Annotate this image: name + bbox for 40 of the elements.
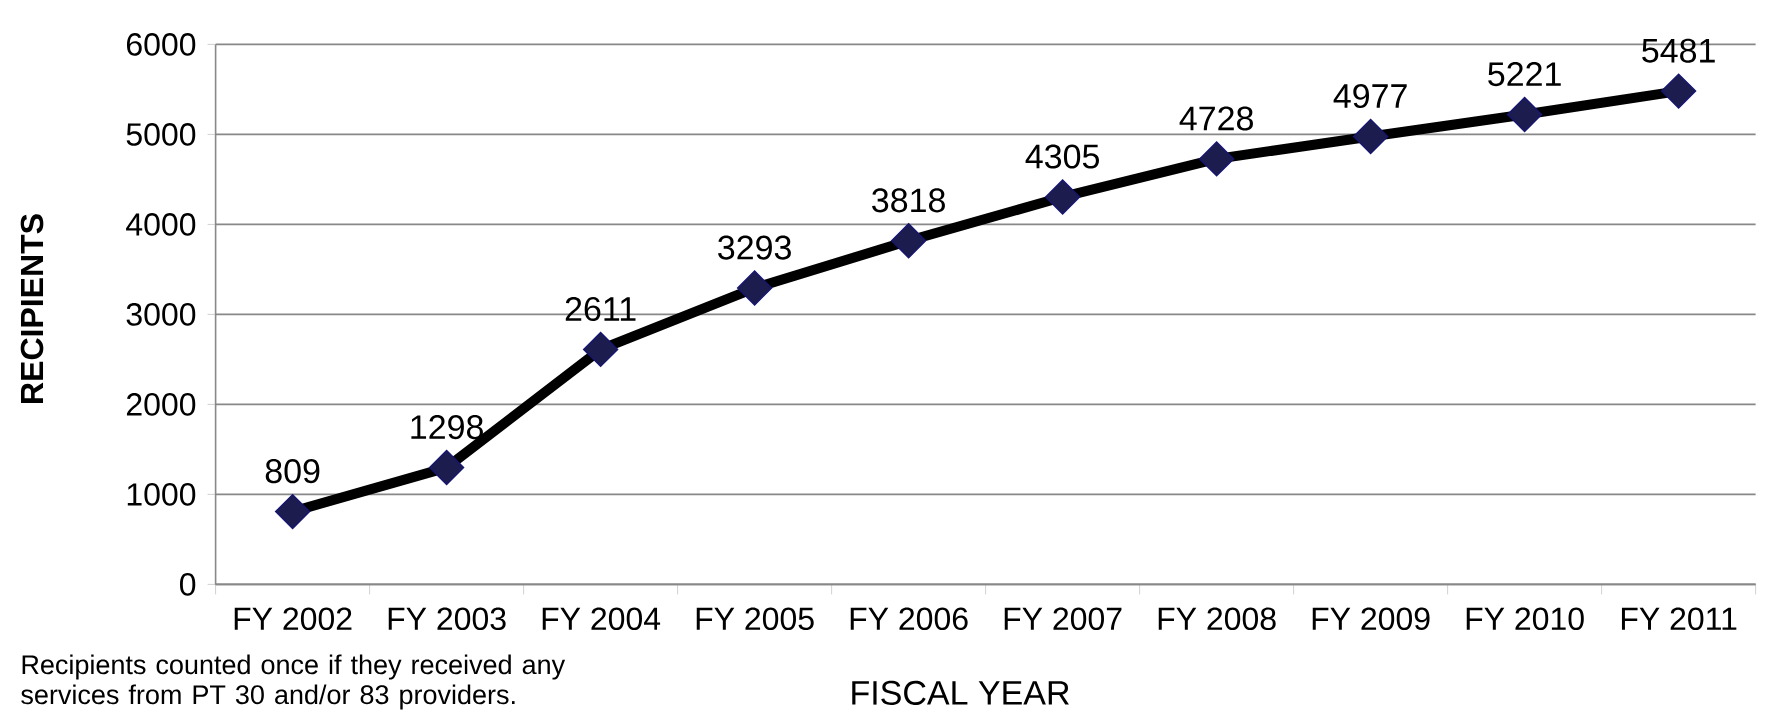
data-label: 2611 xyxy=(565,296,636,322)
x-tick-label: FY 2004 xyxy=(542,607,661,631)
y-tick-label: 5000 xyxy=(126,123,196,146)
point xyxy=(1660,73,1697,109)
y-tick-label: 6000 xyxy=(126,33,196,56)
data-label: 809 xyxy=(265,459,320,484)
point xyxy=(582,331,619,368)
y-tick-label: 1000 xyxy=(127,483,196,506)
x-tick-label: FY 2007 xyxy=(1004,607,1122,631)
x-tick-label: FY 2009 xyxy=(1312,607,1430,631)
point xyxy=(1044,179,1081,215)
data-label: 4977 xyxy=(1333,84,1407,109)
data-label: 4305 xyxy=(1025,144,1099,169)
data-label: 3293 xyxy=(718,235,791,260)
point xyxy=(890,223,927,259)
data-label: 5481 xyxy=(1642,38,1715,63)
x-tick-label: FY 2003 xyxy=(388,607,506,631)
y-tick-label: 4000 xyxy=(126,213,196,236)
point xyxy=(428,449,465,486)
data-label: 1298 xyxy=(411,415,483,440)
x-axis-title: FISCAL YEAR xyxy=(852,680,1069,705)
x-tick-label: FY 2006 xyxy=(850,607,968,631)
y-axis-title: RECIPIENTS xyxy=(20,214,44,403)
data-label: 4728 xyxy=(1179,106,1253,131)
point xyxy=(1352,118,1389,155)
y-tick-label: 2000 xyxy=(126,393,196,416)
point xyxy=(274,493,311,530)
y-tick-label: 3000 xyxy=(126,303,196,326)
y-tick-label: 0 xyxy=(180,573,196,596)
data-label: 5221 xyxy=(1488,62,1561,87)
text: Recipients counted once if they received any services from PT 30 and/or 83 providers. xyxy=(21,654,566,710)
point xyxy=(1506,96,1543,133)
x-tick-label: FY 2008 xyxy=(1158,607,1276,631)
point xyxy=(736,270,773,306)
x-tick-label: FY 2011 xyxy=(1621,607,1737,631)
data-label: 3818 xyxy=(872,188,945,213)
x-tick-label: FY 2005 xyxy=(696,607,814,631)
point xyxy=(1198,141,1235,177)
x-tick-label: FY 2002 xyxy=(234,607,352,631)
x-tick-label: FY 2010 xyxy=(1466,607,1584,631)
